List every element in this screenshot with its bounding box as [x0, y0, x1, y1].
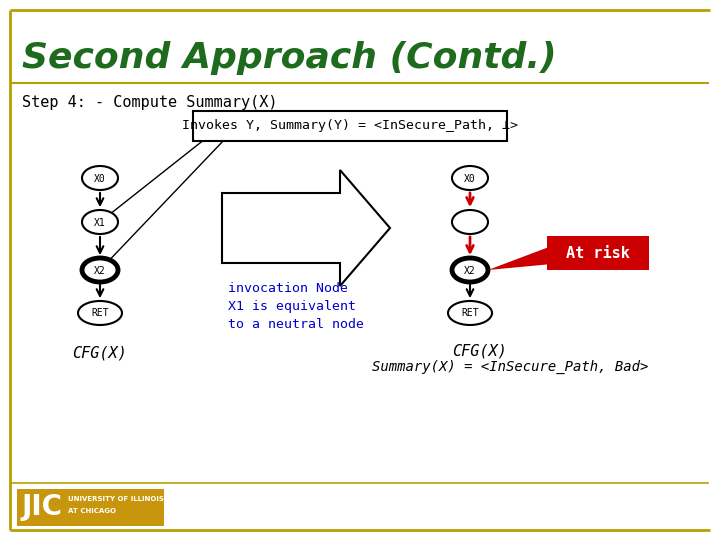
Text: CFG(X): CFG(X) [453, 343, 508, 358]
Ellipse shape [452, 210, 488, 234]
FancyBboxPatch shape [193, 111, 507, 141]
Text: Summary(X) = <InSecure_Path, Bad>: Summary(X) = <InSecure_Path, Bad> [372, 360, 648, 374]
Text: JIC: JIC [22, 493, 63, 521]
Text: At risk: At risk [566, 246, 630, 260]
FancyBboxPatch shape [17, 489, 164, 526]
Text: X2: X2 [464, 266, 476, 275]
Text: RET: RET [91, 308, 109, 319]
FancyBboxPatch shape [547, 236, 649, 270]
Ellipse shape [448, 301, 492, 325]
Text: X2: X2 [94, 266, 106, 275]
Text: invocation Node
X1 is equivalent
to a neutral node: invocation Node X1 is equivalent to a ne… [228, 282, 364, 331]
Text: X0: X0 [464, 173, 476, 184]
Text: X1: X1 [94, 218, 106, 227]
Ellipse shape [82, 166, 118, 190]
Text: RET: RET [462, 308, 479, 319]
Ellipse shape [82, 210, 118, 234]
Ellipse shape [82, 258, 118, 282]
Polygon shape [488, 247, 550, 270]
Text: AT CHICAGO: AT CHICAGO [68, 508, 116, 514]
Text: Step 4: - Compute Summary(X): Step 4: - Compute Summary(X) [22, 96, 277, 111]
Text: X0: X0 [94, 173, 106, 184]
Text: Invokes Y, Summary(Y) = <InSecure_Path, ⊥>: Invokes Y, Summary(Y) = <InSecure_Path, … [182, 119, 518, 132]
Polygon shape [222, 170, 390, 286]
Text: UNIVERSITY OF ILLINOIS: UNIVERSITY OF ILLINOIS [68, 496, 164, 502]
Text: CFG(X): CFG(X) [73, 345, 127, 360]
Ellipse shape [78, 301, 122, 325]
Ellipse shape [452, 166, 488, 190]
Ellipse shape [452, 258, 488, 282]
Text: Second Approach (Contd.): Second Approach (Contd.) [22, 41, 557, 75]
